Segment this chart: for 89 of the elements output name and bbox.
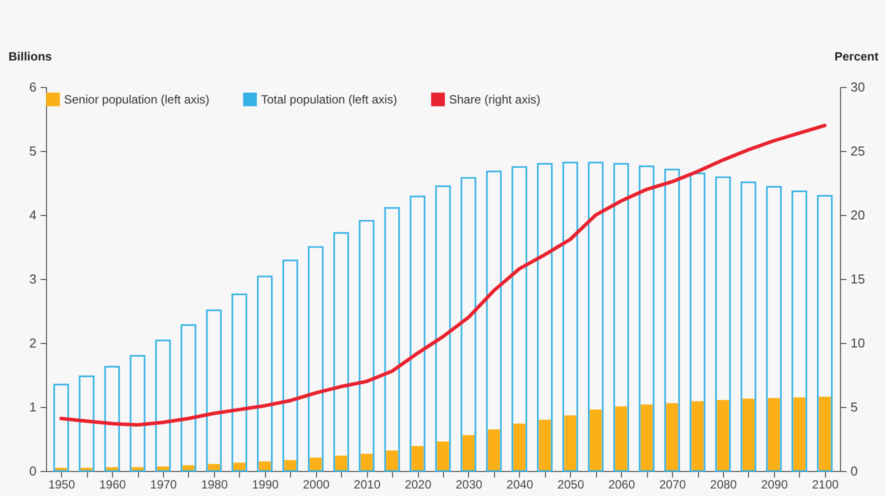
- y-tick-label: 2: [29, 336, 36, 350]
- bar: [538, 420, 551, 471]
- bar: [513, 424, 526, 471]
- bar: [284, 460, 296, 471]
- y2-tick-label: 0: [850, 464, 858, 478]
- bar: [310, 458, 322, 471]
- y2-tick-label: 25: [850, 144, 865, 158]
- x-tick-label: 2030: [456, 478, 483, 492]
- x-tick-label: 2040: [506, 478, 534, 492]
- bar: [817, 195, 833, 472]
- x-tick-label: 1950: [48, 478, 76, 492]
- bar: [564, 415, 576, 471]
- x-tick-label: 2060: [608, 478, 636, 492]
- bar: [53, 384, 69, 472]
- bar: [613, 163, 629, 472]
- bar: [666, 403, 678, 471]
- y-tick-label: 1: [29, 400, 36, 414]
- bar: [435, 185, 451, 472]
- bar: [692, 401, 704, 471]
- bar: [664, 168, 680, 472]
- legend-label: Total population (left axis): [261, 92, 398, 106]
- bar: [562, 162, 578, 472]
- bar: [793, 397, 806, 471]
- bar: [360, 454, 373, 471]
- y2-axis-title: Percent: [834, 50, 878, 64]
- y-tick-label: 5: [29, 144, 36, 158]
- bar: [282, 260, 298, 472]
- bar: [130, 355, 146, 472]
- bar: [488, 429, 500, 471]
- bar: [588, 162, 604, 472]
- bar: [308, 246, 324, 472]
- bar: [638, 166, 654, 472]
- bar: [206, 310, 222, 472]
- bar: [358, 220, 374, 472]
- bar: [717, 400, 729, 471]
- legend-label: Senior population (left axis): [64, 92, 210, 106]
- bar: [818, 396, 831, 471]
- y-tick-label: 6: [29, 80, 36, 94]
- bar: [715, 176, 731, 472]
- y-axis-title: Billions: [8, 50, 52, 64]
- bar: [104, 366, 120, 472]
- bar: [333, 232, 349, 472]
- x-tick-label: 1990: [252, 478, 279, 492]
- y2-tick-label: 5: [850, 400, 858, 414]
- bar: [410, 196, 426, 472]
- bar: [386, 450, 398, 471]
- bar: [615, 406, 628, 471]
- bar: [512, 166, 528, 472]
- x-tick-label: 2100: [812, 478, 839, 492]
- y2-tick-label: 10: [850, 336, 865, 350]
- y2-tick-label: 30: [850, 80, 865, 94]
- bar: [384, 207, 400, 472]
- x-tick-label: 2000: [302, 478, 330, 492]
- y-tick-label: 4: [29, 208, 36, 222]
- x-tick-label: 1980: [201, 478, 228, 492]
- bar: [690, 172, 706, 472]
- bar: [460, 177, 476, 472]
- y2-tick-label: 15: [850, 272, 865, 286]
- bar: [257, 276, 273, 472]
- bar: [155, 340, 171, 472]
- bar: [792, 190, 808, 472]
- bar: [412, 446, 424, 471]
- bar: [437, 442, 449, 471]
- x-tick-label: 2020: [404, 478, 432, 492]
- x-tick-label: 2070: [659, 478, 686, 492]
- bar: [640, 404, 653, 471]
- line-series: [59, 124, 827, 427]
- bar: [462, 435, 474, 471]
- x-tick-label: 2050: [557, 478, 584, 492]
- legend-label: Share (right axis): [449, 92, 540, 106]
- bar: [537, 163, 553, 472]
- x-tick-label: 2010: [354, 478, 381, 492]
- x-tick-label: 2090: [761, 478, 788, 492]
- x-tick-label: 1960: [99, 478, 126, 492]
- bar: [180, 324, 196, 472]
- y2-tick-label: 20: [850, 208, 865, 222]
- bar: [740, 182, 756, 472]
- bar: [742, 398, 754, 471]
- x-tick-label: 2080: [710, 478, 738, 492]
- bar: [766, 186, 782, 472]
- bar: [232, 294, 248, 472]
- bar: [78, 375, 94, 472]
- y-tick-label: 0: [29, 464, 36, 478]
- bar: [768, 398, 780, 471]
- x-tick-label: 1970: [150, 478, 178, 492]
- bar: [486, 170, 502, 472]
- bar: [590, 410, 602, 471]
- bar: [335, 456, 348, 471]
- y-tick-label: 3: [29, 272, 36, 286]
